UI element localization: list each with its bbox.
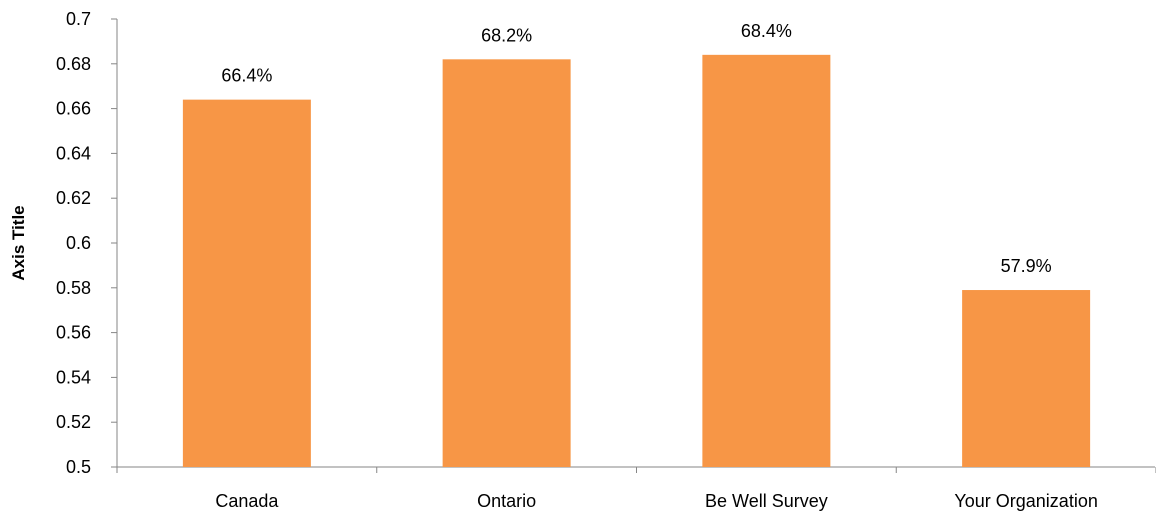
y-tick-label: 0.7 — [66, 9, 91, 29]
x-category-label: Canada — [215, 491, 279, 511]
y-tick-label: 0.64 — [56, 143, 91, 163]
data-label: 68.2% — [481, 25, 532, 45]
data-labels: 66.4% 68.2% 68.4% 57.9% — [221, 21, 1051, 276]
y-tick-label: 0.54 — [56, 367, 91, 387]
data-label: 57.9% — [1001, 256, 1052, 276]
y-tick-label: 0.62 — [56, 188, 91, 208]
x-axis-ticks: Canada Ontario Be Well Survey Your Organiza… — [116, 467, 1156, 511]
y-tick-label: 0.58 — [56, 278, 91, 298]
y-tick-label: 0.6 — [66, 233, 91, 253]
y-axis-title: Axis Title — [9, 205, 28, 280]
x-category-label: Be Well Survey — [705, 491, 828, 511]
y-tick-label: 0.56 — [56, 323, 91, 343]
x-category-label: Ontario — [477, 491, 536, 511]
y-tick-label: 0.52 — [56, 412, 91, 432]
data-label: 66.4% — [221, 66, 272, 86]
bar — [702, 54, 831, 468]
y-axis-title-group: Axis Title — [9, 205, 28, 280]
bar — [442, 59, 571, 467]
y-tick-label: 0.5 — [66, 457, 91, 477]
bar — [962, 290, 1091, 467]
x-category-label: Your Organization — [954, 491, 1097, 511]
y-tick-label: 0.68 — [56, 54, 91, 74]
bars — [182, 54, 1091, 468]
y-tick-label: 0.66 — [56, 99, 91, 119]
y-axis-ticks: 0.5 0.52 0.54 0.56 0.58 0.6 0.62 0.64 0.66 0.68 0.… — [56, 9, 117, 477]
data-label: 68.4% — [741, 21, 792, 41]
bar — [182, 99, 311, 467]
